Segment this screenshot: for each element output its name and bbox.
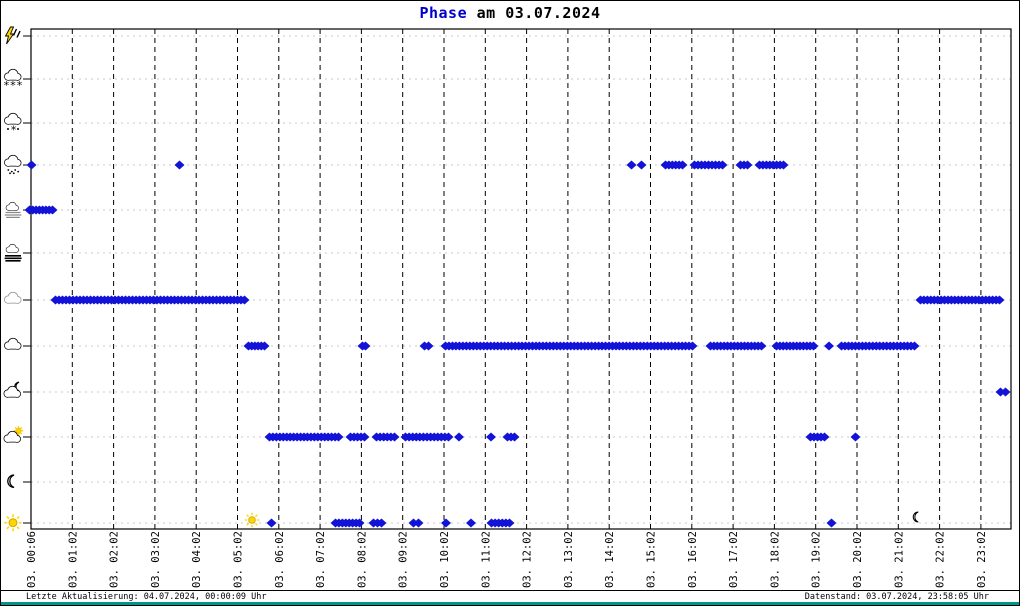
data-point — [354, 518, 365, 528]
data-point — [636, 160, 647, 170]
data-point — [824, 341, 834, 351]
data-point — [239, 295, 250, 305]
bottom-accent-strip — [1, 602, 1019, 605]
mist-icon — [4, 201, 22, 219]
overcast-cloud-icon — [4, 291, 22, 304]
data-point — [808, 341, 819, 351]
data-timestamp-text: Datenstand: 03.07.2024, 23:58:05 Uhr — [804, 591, 989, 602]
status-bar: Letzte Aktualisierung: 04.07.2024, 00:00… — [1, 590, 1019, 604]
x-axis-label: 03. 14:02 — [604, 531, 616, 588]
data-point — [413, 518, 424, 528]
sunrise-sun-icon — [244, 512, 260, 528]
data-point — [509, 432, 520, 442]
data-point — [360, 341, 371, 351]
data-point — [504, 518, 515, 528]
data-point — [486, 432, 496, 442]
data-point — [443, 432, 454, 442]
data-point — [677, 160, 688, 170]
x-axis-label: 03. 06:02 — [274, 531, 286, 588]
data-point — [819, 432, 830, 442]
x-axis-label: 03. 12:02 — [522, 531, 534, 588]
sleet-icon: * — [4, 112, 22, 137]
rain-icon — [4, 154, 22, 175]
data-point — [909, 341, 920, 351]
x-axis-label: 03. 23:02 — [976, 531, 988, 588]
data-point — [376, 518, 387, 528]
plot-border — [30, 28, 1012, 530]
cloud-moon-icon — [3, 381, 21, 398]
x-axis-label: 03. 10:02 — [439, 531, 451, 588]
x-axis-label: 03. 21:02 — [893, 531, 905, 588]
x-axis-label: 03. 08:02 — [356, 531, 368, 588]
data-point — [850, 432, 861, 442]
x-axis-label: 03. 05:02 — [233, 531, 245, 588]
data-point — [259, 341, 270, 351]
data-point — [266, 518, 277, 528]
page-title-date: am 03.07.2024 — [467, 4, 601, 22]
cloud-icon — [4, 337, 22, 350]
data-point — [994, 295, 1005, 305]
last-update-text: Letzte Aktualisierung: 04.07.2024, 00:00… — [26, 591, 267, 602]
fog-icon — [4, 243, 22, 262]
data-point — [333, 432, 344, 442]
data-point — [454, 432, 464, 442]
data-point — [626, 160, 637, 170]
data-point — [742, 160, 753, 170]
x-axis-label: 03. 20:02 — [852, 531, 864, 588]
thunderstorm-icon — [4, 26, 21, 45]
data-point — [687, 341, 698, 351]
x-axis-label: 03. 00:06 — [26, 531, 38, 588]
data-point — [441, 518, 451, 528]
cloud-sun-icon — [3, 426, 24, 443]
moonrise-moon-icon — [912, 511, 919, 523]
x-axis-label: 03. 22:02 — [935, 531, 947, 588]
data-point — [466, 518, 476, 528]
x-axis-label: 03. 02:02 — [109, 531, 121, 588]
data-point — [26, 160, 37, 170]
data-point — [778, 160, 789, 170]
svg-text:*: * — [10, 124, 17, 137]
page-title: Phase am 03.07.2024 — [1, 4, 1019, 22]
data-point — [826, 518, 837, 528]
x-axis-label: 03. 09:02 — [398, 531, 410, 588]
data-point — [717, 160, 728, 170]
data-point — [756, 341, 767, 351]
data-point — [359, 432, 370, 442]
moon-icon — [7, 474, 15, 489]
data-point — [423, 341, 434, 351]
phase-chart-svg: ****03. 00:06 03. 01:02 03. 02:02 03. 03:02… — [3, 26, 1012, 588]
svg-text:***: *** — [3, 79, 23, 92]
x-axis-label: 03. 07:02 — [315, 531, 327, 588]
sun-icon — [4, 514, 22, 532]
x-axis-label: 03. 13:02 — [563, 531, 575, 588]
x-axis-label: 03. 01:02 — [67, 531, 79, 588]
x-axis-label: 03. 15:02 — [646, 531, 658, 588]
data-point — [47, 205, 58, 215]
x-axis-label: 03. 11:02 — [480, 531, 492, 588]
data-point — [1000, 387, 1011, 397]
x-axis-label: 03. 16:02 — [687, 531, 699, 588]
data-point — [389, 432, 400, 442]
page-title-highlight: Phase — [419, 4, 468, 22]
x-axis-label: 03. 19:02 — [811, 531, 823, 588]
x-axis-label: 03. 04:02 — [191, 531, 203, 588]
snow-icon: *** — [3, 68, 23, 92]
x-axis-label: 03. 17:02 — [728, 531, 740, 588]
x-axis-label: 03. 18:02 — [769, 531, 781, 588]
data-point — [174, 160, 185, 170]
x-axis-label: 03. 03:02 — [150, 531, 162, 588]
